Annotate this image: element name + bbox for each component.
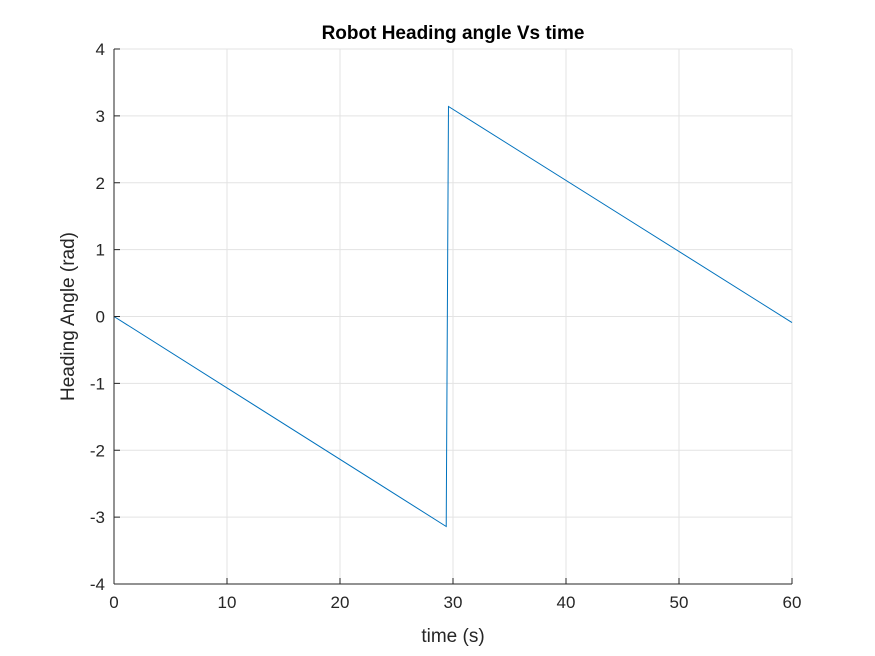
axes <box>113 48 793 585</box>
heading-angle-series-line <box>113 105 793 528</box>
x-tick-label: 40 <box>557 593 576 612</box>
tick-labels: 0 10 20 30 40 50 60 -4 -3 -2 -1 0 1 2 3 4 <box>90 40 802 612</box>
y-tick-label: -1 <box>90 374 105 393</box>
x-tick-label: 30 <box>444 593 463 612</box>
y-axis-label: Heading Angle (rad) <box>58 232 79 401</box>
y-tick-label: -4 <box>90 575 105 594</box>
y-tick-label: -2 <box>90 441 105 460</box>
y-tick-label: 1 <box>96 241 105 260</box>
y-tick-label: 2 <box>96 174 105 193</box>
x-tick-label: 20 <box>331 593 350 612</box>
series-layer <box>113 105 793 528</box>
x-axis-label: time (s) <box>421 626 484 647</box>
y-tick-label: 4 <box>96 40 105 59</box>
chart-title: Robot Heading angle Vs time <box>322 23 585 44</box>
y-tick-label: 0 <box>96 308 105 327</box>
x-tick-label: 60 <box>783 593 802 612</box>
x-tick-label: 0 <box>109 593 118 612</box>
y-tick-label: -3 <box>90 508 105 527</box>
y-tick-label: 3 <box>96 107 105 126</box>
x-tick-label: 50 <box>670 593 689 612</box>
x-tick-label: 10 <box>218 593 237 612</box>
